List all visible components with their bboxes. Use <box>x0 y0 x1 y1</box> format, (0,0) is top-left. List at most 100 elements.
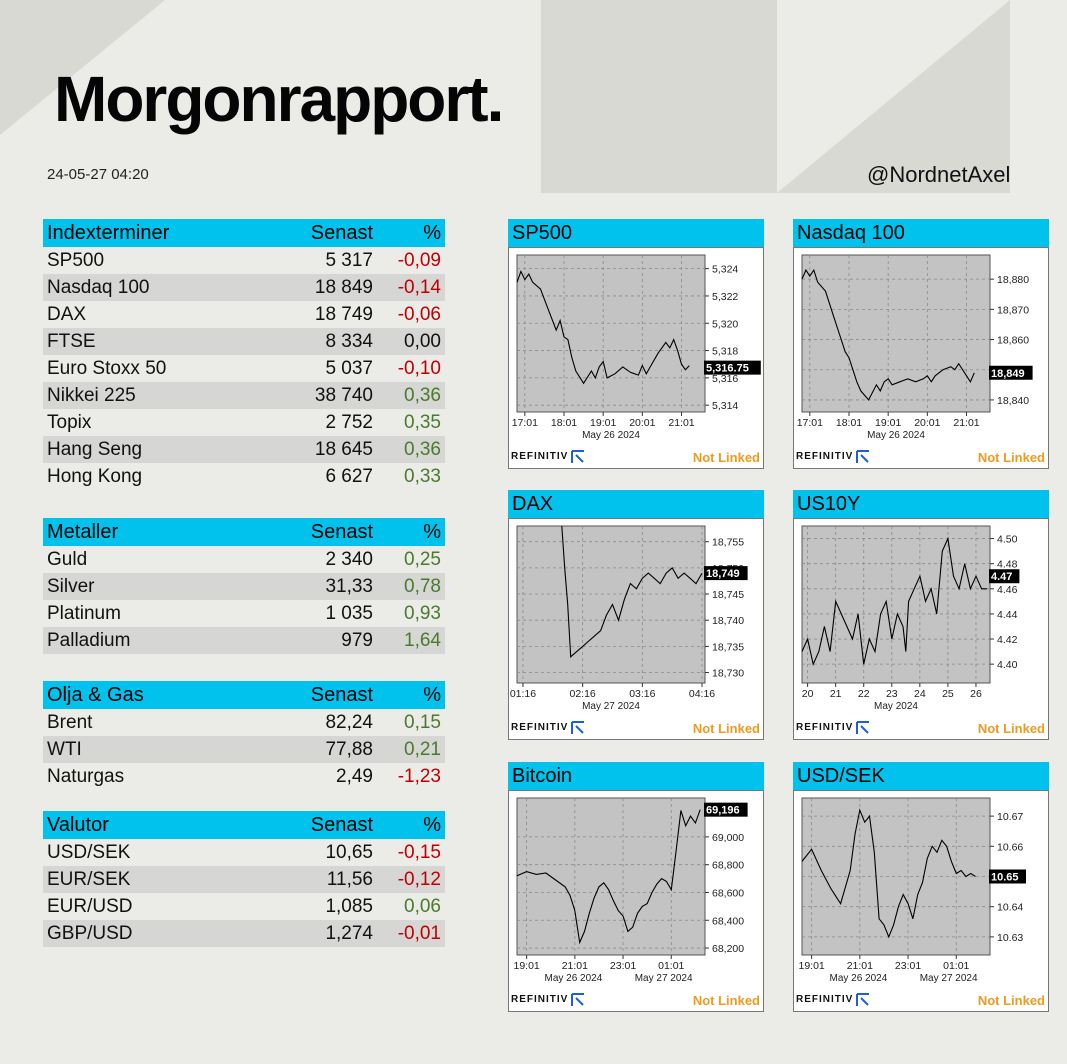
line-chart: 18,75518,75018,74518,74018,73518,73001:1… <box>510 525 748 712</box>
table-row: Nikkei 225 38 740 0,36 <box>43 382 445 409</box>
last-price: 77,88 <box>249 736 377 763</box>
date-label: May 26 2024 <box>582 430 640 441</box>
table-header-row: Indexterminer Senast% <box>43 219 445 247</box>
y-tick-label: 18,740 <box>712 615 744 627</box>
chart-panel-bitcoin: Bitcoin 69,000 68,800 68,600 68,400 68,200 19:… <box>508 762 764 1012</box>
x-tick-label: 17:01 <box>797 417 823 429</box>
table-row: GBP/USD 1,274 -0,01 <box>43 920 445 947</box>
plot-area <box>801 254 991 413</box>
chart-footer: REFINITIV Not Linked <box>794 719 1048 739</box>
refinitiv-mark-icon <box>856 721 869 734</box>
refinitiv-mark-icon <box>571 450 584 463</box>
x-tick-label: 19:01 <box>590 417 616 429</box>
x-tick-label: 20 <box>802 688 814 700</box>
not-linked-status: Not Linked <box>977 450 1045 465</box>
chart-footer: REFINITIV Not Linked <box>794 448 1048 468</box>
instrument-name: DAX <box>47 303 87 325</box>
y-tick-label: 18,735 <box>712 641 744 653</box>
date-label: May 27 2024 <box>582 701 640 712</box>
y-tick-label: 5,314 <box>712 400 738 412</box>
table-row: Nasdaq 100 18 849 -0,14 <box>43 274 445 301</box>
instrument-name: Guld <box>47 548 88 570</box>
chart-title: US10Y <box>793 490 1049 518</box>
date-label: May 27 2024 <box>920 973 978 984</box>
table-row: Hong Kong 6 627 0,33 <box>43 463 445 490</box>
table-row: FTSE 8 334 0,00 <box>43 328 445 355</box>
plot-area <box>516 525 706 684</box>
col-pct-header: % <box>377 518 445 546</box>
table-title: Indexterminer <box>43 219 249 247</box>
y-tick-label: 4.40 <box>997 659 1018 671</box>
x-tick-label: 26 <box>970 688 982 700</box>
y-tick-label: 4.50 <box>997 534 1018 546</box>
date-label: May 26 2024 <box>867 430 925 441</box>
x-tick-label: 21 <box>830 688 842 700</box>
x-tick-label: 20:01 <box>629 417 655 429</box>
percent-change: -0,01 <box>377 920 445 947</box>
instrument-name: Euro Stoxx 50 <box>47 357 167 379</box>
last-price: 6 627 <box>325 465 373 487</box>
chart-body: 18,88018,87018,86018,85018,84017:0118:01… <box>793 247 1049 469</box>
refinitiv-mark-icon <box>856 450 869 463</box>
last-value-label: 5,316.75 <box>706 363 749 375</box>
y-tick-label: 68,400 <box>712 915 744 927</box>
col-pct-header: % <box>377 811 445 839</box>
instrument-name: GBP/USD <box>43 920 249 947</box>
last-value-box <box>989 365 1033 380</box>
percent-change: 0,15 <box>404 711 441 733</box>
y-tick-label: 4.42 <box>997 634 1018 646</box>
line-chart: 69,000 68,800 68,600 68,400 68,200 19:01 21:01… <box>514 797 748 984</box>
chart-panel-dax: DAX18,75518,75018,74518,74018,73518,7300… <box>508 490 764 740</box>
chart-title: USD/SEK <box>793 762 1049 790</box>
last-price: 1,085 <box>325 895 373 917</box>
y-tick-label: 4.46 <box>997 584 1018 596</box>
table-row: EUR/SEK 11,56 -0,12 <box>43 866 445 893</box>
x-tick-label: 01:01 <box>658 960 684 972</box>
last-price: 82,24 <box>325 711 373 733</box>
y-tick-label: 5,322 <box>712 291 738 303</box>
chart-title: DAX <box>508 490 764 518</box>
refinitiv-mark-icon <box>571 993 584 1006</box>
table-row: Palladium 979 1,64 <box>43 627 445 654</box>
x-tick-label: 18:01 <box>836 417 862 429</box>
table-row: Hang Seng 18 645 0,36 <box>43 436 445 463</box>
table-row: USD/SEK 10,65 -0,15 <box>43 839 445 866</box>
x-tick-label: 19:01 <box>799 960 825 972</box>
x-tick-label: 17:01 <box>512 417 538 429</box>
col-last-header: Senast <box>249 219 377 247</box>
percent-change: 0,33 <box>404 465 441 487</box>
refinitiv-mark-icon <box>571 721 584 734</box>
chart-footer: REFINITIV Not Linked <box>509 448 763 468</box>
y-tick-label: 69,000 <box>712 832 744 844</box>
price-line <box>516 809 701 945</box>
page-title: Morgonrapport. <box>54 63 504 135</box>
instrument-name: FTSE <box>43 328 249 355</box>
instrument-name: USD/SEK <box>47 841 131 863</box>
y-tick-label: 5,316 <box>712 373 738 385</box>
instrument-name: Nasdaq 100 <box>43 274 249 301</box>
last-value-label: 18,849 <box>991 368 1025 380</box>
table-header-row: Olja & Gas Senast% <box>43 681 445 709</box>
refinitiv-mark-icon <box>856 993 869 1006</box>
x-tick-label: 18:01 <box>551 417 577 429</box>
x-tick-label: 04:16 <box>689 688 715 700</box>
table-row: Euro Stoxx 50 5 037 -0,10 <box>43 355 445 382</box>
last-value-box <box>704 566 748 581</box>
instrument-name: Palladium <box>43 627 249 654</box>
last-price: 38 740 <box>249 382 377 409</box>
percent-change: 0,06 <box>404 895 441 917</box>
col-last-header: Senast <box>249 518 377 546</box>
y-tick-label: 5,318 <box>712 346 738 358</box>
table-row: DAX 18 749 -0,06 <box>43 301 445 328</box>
y-tick-label: 68,800 <box>712 860 744 872</box>
percent-change: -0,06 <box>397 303 441 325</box>
percent-change: -0,09 <box>397 249 441 271</box>
percent-change: 0,93 <box>404 602 441 624</box>
table-title: Olja & Gas <box>43 681 249 709</box>
instrument-name: Nikkei 225 <box>43 382 249 409</box>
x-tick-label: 01:01 <box>943 960 969 972</box>
chart-body: 18,75518,75018,74518,74018,73518,73001:1… <box>508 518 764 740</box>
metals-table: Metaller Senast% Guld 2 340 0,25 Silver 31,33 0… <box>43 518 445 654</box>
last-price: 5 037 <box>325 357 373 379</box>
last-value-label: 18,749 <box>706 568 740 580</box>
